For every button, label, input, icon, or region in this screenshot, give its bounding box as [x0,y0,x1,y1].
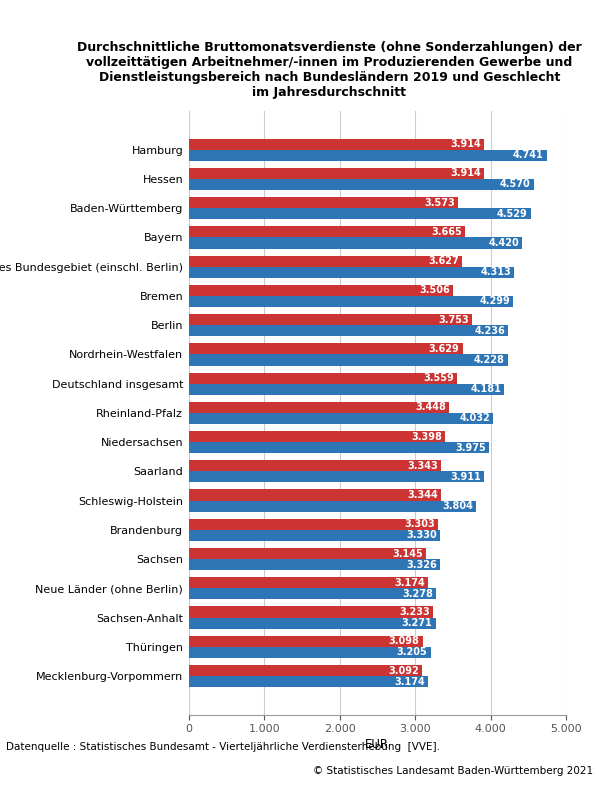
Text: 3.753: 3.753 [438,314,469,325]
Text: 4.236: 4.236 [474,326,506,336]
Text: 3.174: 3.174 [395,676,425,687]
Text: 3.398: 3.398 [412,432,442,441]
Text: 3.343: 3.343 [407,461,438,471]
Bar [189,285,453,296]
Bar [189,518,438,530]
Bar [189,208,531,219]
Bar [189,577,428,588]
Bar [189,618,435,629]
Text: 3.911: 3.911 [450,472,481,482]
Text: 4.181: 4.181 [470,384,501,394]
Text: 3.145: 3.145 [392,549,423,558]
Text: 3.271: 3.271 [402,619,432,628]
Bar [189,326,509,337]
Text: 3.092: 3.092 [388,665,419,676]
Text: 4.529: 4.529 [497,209,528,218]
Bar [189,530,440,541]
Text: 3.914: 3.914 [450,168,481,179]
Bar [189,139,484,150]
Bar [189,296,513,307]
Bar [189,168,484,179]
Bar [189,372,457,384]
X-axis label: EUR: EUR [365,738,389,751]
Bar [189,179,534,190]
Bar [189,588,436,599]
Bar [189,402,449,413]
Text: Durchschnittliche Bruttomonatsverdienste (ohne Sonderzahlungen) der
vollzeittäti: Durchschnittliche Bruttomonatsverdienste… [77,41,582,99]
Bar [189,267,514,278]
Bar [189,256,462,267]
Bar [189,472,484,483]
Bar [189,676,428,687]
Bar [189,548,426,559]
Bar [189,559,440,570]
Text: 4.313: 4.313 [480,268,511,277]
Text: 3.629: 3.629 [429,344,459,354]
Bar [189,636,422,647]
Bar [189,500,476,511]
Text: 4.570: 4.570 [500,179,531,190]
Bar [189,647,431,658]
Bar [189,665,422,676]
Text: 4.032: 4.032 [459,414,490,423]
Text: 3.098: 3.098 [389,636,419,646]
Bar [189,384,504,395]
Text: 3.205: 3.205 [397,647,428,657]
Text: 4.741: 4.741 [513,150,543,160]
Text: 3.914: 3.914 [450,139,481,149]
Bar [189,607,432,618]
Text: 3.278: 3.278 [402,589,433,599]
Bar [189,226,465,237]
Text: 3.975: 3.975 [455,443,486,453]
Text: 3.506: 3.506 [419,285,450,295]
Text: 4.299: 4.299 [479,296,510,306]
Bar [189,343,462,354]
Text: 3.303: 3.303 [404,519,435,530]
Text: Datenquelle : Statistisches Bundesamt - Vierteljährliche Verdiensterhebung  [VVE: Datenquelle : Statistisches Bundesamt - … [6,742,440,753]
Text: 3.559: 3.559 [423,373,454,383]
Text: 3.233: 3.233 [399,607,429,617]
Bar [189,431,445,442]
Text: 3.330: 3.330 [406,530,437,541]
Text: 4.420: 4.420 [489,238,519,248]
Bar [189,197,458,208]
Text: 3.804: 3.804 [442,501,473,511]
Text: © Statistisches Landesamt Baden-Württemberg 2021: © Statistisches Landesamt Baden-Württemb… [313,766,593,777]
Bar [189,237,522,249]
Bar [189,489,441,500]
Bar [189,314,472,326]
Text: 3.326: 3.326 [406,560,437,569]
Text: 3.573: 3.573 [425,198,455,207]
Bar [189,461,441,472]
Text: 3.448: 3.448 [415,403,446,412]
Bar [189,413,493,424]
Text: 3.665: 3.665 [431,227,462,237]
Text: 3.627: 3.627 [429,256,459,266]
Text: 3.344: 3.344 [407,490,438,500]
Bar [189,150,546,161]
Bar [189,354,508,365]
Text: 4.228: 4.228 [474,355,505,365]
Bar [189,442,489,453]
Text: 3.174: 3.174 [395,578,425,588]
